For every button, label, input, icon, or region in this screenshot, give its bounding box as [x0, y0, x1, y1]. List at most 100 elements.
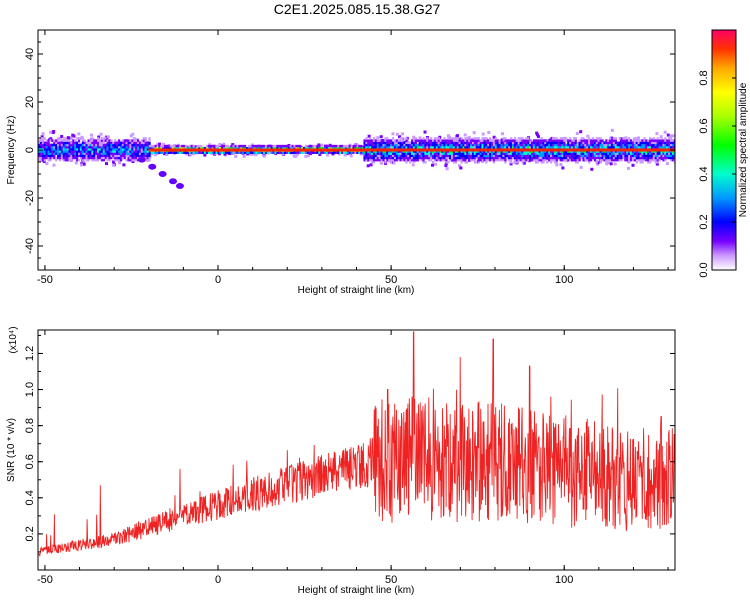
spectrogram-pixel [354, 151, 357, 154]
spectrogram-pixel [142, 150, 145, 153]
spectrogram-pixel [431, 156, 435, 160]
spectrogram-pixel [574, 158, 577, 162]
spectrogram-pixel [140, 147, 144, 151]
spectrogram-pixel [318, 151, 321, 154]
spectrogram-pixel [390, 145, 393, 149]
spectrogram-pixel [414, 139, 418, 142]
spectrogram-pixel [146, 158, 149, 162]
spectrogram-pixel [473, 154, 477, 158]
spectrogram-pixel [148, 139, 151, 142]
spectrogram-pixel [125, 158, 128, 162]
spectrogram-pixel [148, 141, 151, 145]
spectrogram-pixel [521, 160, 524, 164]
spectrogram-pixel [282, 151, 285, 154]
spectrogram-pixel [412, 141, 416, 145]
spectrogram-pixel [555, 163, 559, 167]
spectrogram-pixel [114, 150, 117, 153]
spectrogram-pixel [550, 152, 553, 155]
spectrogram-pixel [371, 141, 374, 145]
spectrogram-pixel [574, 160, 577, 164]
spectrogram-pixel [259, 144, 262, 148]
spectrogram-pixel [633, 145, 637, 149]
spectrogram-pixel [81, 141, 84, 145]
spectrogram-pixel [81, 145, 84, 149]
spectrogram-pixel [470, 154, 473, 158]
spectrogram-pixel [53, 154, 56, 158]
spectrogram-pixel [487, 131, 491, 135]
spectrogram-pixel [534, 154, 537, 158]
spectrogram-pixel [506, 145, 509, 149]
spectrogram-pixel [123, 145, 126, 149]
spectrogram-pixel [83, 147, 86, 151]
spectrogram-pixel [58, 150, 62, 153]
spectrogram-pixel [626, 143, 629, 147]
spectrogram-pixel [660, 156, 663, 160]
spectrogram-pixel [572, 145, 576, 149]
spectrogram-pixel [165, 153, 169, 157]
spectrogram-pixel [428, 139, 431, 142]
spectrogram-pixel [489, 141, 492, 145]
spectrogram-pixel [513, 152, 517, 155]
spectrogram-pixel [477, 141, 480, 145]
spectrogram-pixel [202, 147, 205, 150]
spectrogram-pixel [508, 156, 511, 160]
spectrogram-pixel [366, 164, 370, 168]
spectrogram-pixel [39, 143, 43, 147]
spectrogram-pixel [119, 147, 123, 151]
spectrogram-pixel [641, 152, 644, 155]
spectrogram-pixel [515, 145, 518, 149]
spectrogram-pixel [291, 151, 294, 154]
spectrogram-pixel [39, 147, 43, 151]
spectrogram-pixel [565, 154, 568, 158]
spectrogram-pixel [49, 145, 52, 149]
spectrogram-pixel [473, 145, 477, 149]
spectrogram-pixel [350, 147, 353, 150]
spectrogram-pixel [108, 152, 111, 155]
spectrogram-pixel [146, 152, 149, 155]
spectrogram-pixel [407, 152, 410, 155]
spectrogram-pixel [117, 145, 121, 149]
spectrogram-pixel [301, 151, 304, 154]
spectrogram-pixel [367, 141, 370, 145]
spectrogram-pixel [412, 154, 416, 158]
spectrogram-pixel [110, 150, 113, 153]
spectrogram-pixel [637, 152, 640, 155]
spectrogram-pixel [561, 139, 564, 142]
spectrogram-pixel [454, 141, 458, 145]
spectrogram-pixel [545, 138, 549, 142]
spectrogram-pixel [346, 144, 350, 148]
spectrogram-pixel [601, 152, 604, 155]
spectrogram-pixel [333, 151, 336, 154]
spectrogram-pixel [445, 152, 448, 155]
spectrogram-pixel [430, 139, 433, 142]
spectrogram-pixel [81, 147, 84, 151]
spectrogram-pixel [246, 152, 250, 156]
spectrogram-pixel [401, 132, 405, 136]
spectrogram-pixel [613, 162, 617, 166]
spectrogram-pixel [146, 154, 149, 158]
spectrogram-pixel [658, 141, 661, 145]
spectrogram-pixel [422, 139, 425, 142]
spectrogram-pixel [70, 147, 73, 151]
spectrogram-pixel [422, 160, 425, 164]
spectrogram-pixel [158, 147, 161, 150]
spectrogram-pixel [538, 139, 541, 142]
spectrogram-pixel [477, 152, 480, 155]
spectrogram-pixel [72, 150, 75, 153]
spectrogram-pixel [250, 152, 254, 156]
spectrogram-pixel [40, 135, 44, 139]
spectrogram-pixel [150, 147, 153, 150]
spectrogram-pixel [622, 156, 625, 160]
spectrogram-pixel [485, 154, 488, 158]
spectrogram-pixel [272, 151, 275, 154]
spectrogram-pixel [496, 141, 499, 145]
spectrogram-pixel [98, 145, 102, 149]
spectrogram-pixel [569, 158, 572, 162]
spectrogram-pixel [77, 137, 81, 140]
spectrogram-pixel [494, 154, 498, 158]
spectrogram-pixel [622, 152, 625, 155]
spectrogram-pixel [593, 139, 597, 142]
spectrogram-pixel [643, 152, 646, 155]
spectrogram-pixel [652, 158, 656, 162]
spectrogram-pixel [570, 158, 574, 162]
